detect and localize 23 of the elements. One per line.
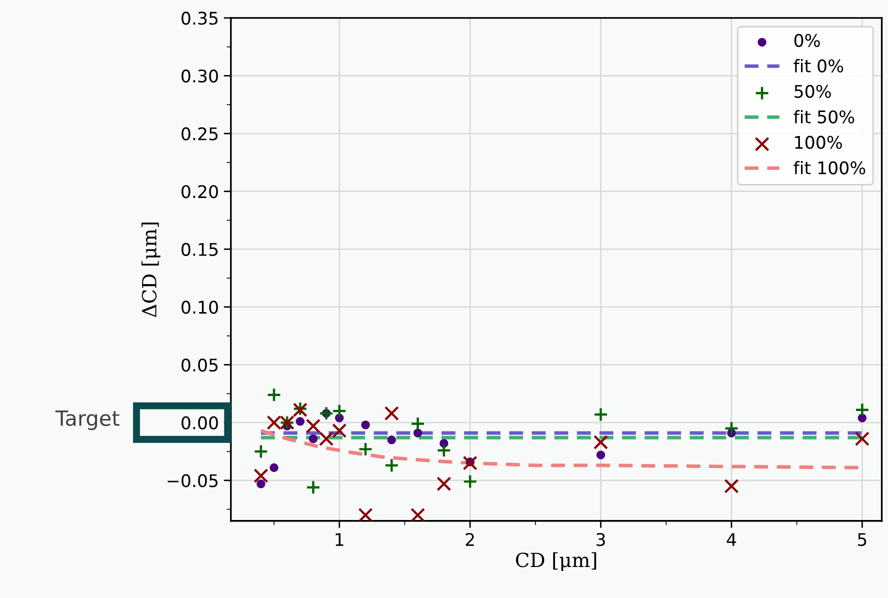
- y-tick-label: 0.25: [182, 127, 218, 140]
- y-tick-label: −0.05: [168, 474, 218, 488]
- legend-label: fit 50%: [794, 110, 854, 124]
- text: Target: [55, 410, 120, 430]
- legend-label: 0%: [794, 34, 820, 48]
- y-tick-label: 0.30: [182, 69, 218, 83]
- y-tick-label: 0.10: [182, 300, 218, 314]
- y-tick-label: 0.20: [182, 185, 218, 198]
- x-tick-label: 1: [336, 533, 344, 546]
- y-axis-title: ΔCD [μm]: [141, 222, 160, 318]
- legend-label: 100%: [795, 136, 842, 149]
- y-tick-label: 0.00: [182, 416, 218, 430]
- x-tick-label: 3: [596, 532, 605, 546]
- x-axis-title: CD [μm]: [516, 552, 596, 572]
- y-tick-label: 0.05: [182, 358, 218, 372]
- legend-label: fit 0%: [794, 59, 844, 72]
- legend-label: 50%: [794, 84, 831, 98]
- legend-label: fit 100%: [794, 160, 866, 174]
- x-tick-label: 4: [726, 533, 736, 546]
- y-tick-label: 0.35: [182, 12, 218, 25]
- x-tick-label: 2: [466, 532, 474, 546]
- y-tick-label: 0.15: [182, 242, 218, 256]
- x-tick-label: 5: [858, 533, 866, 546]
